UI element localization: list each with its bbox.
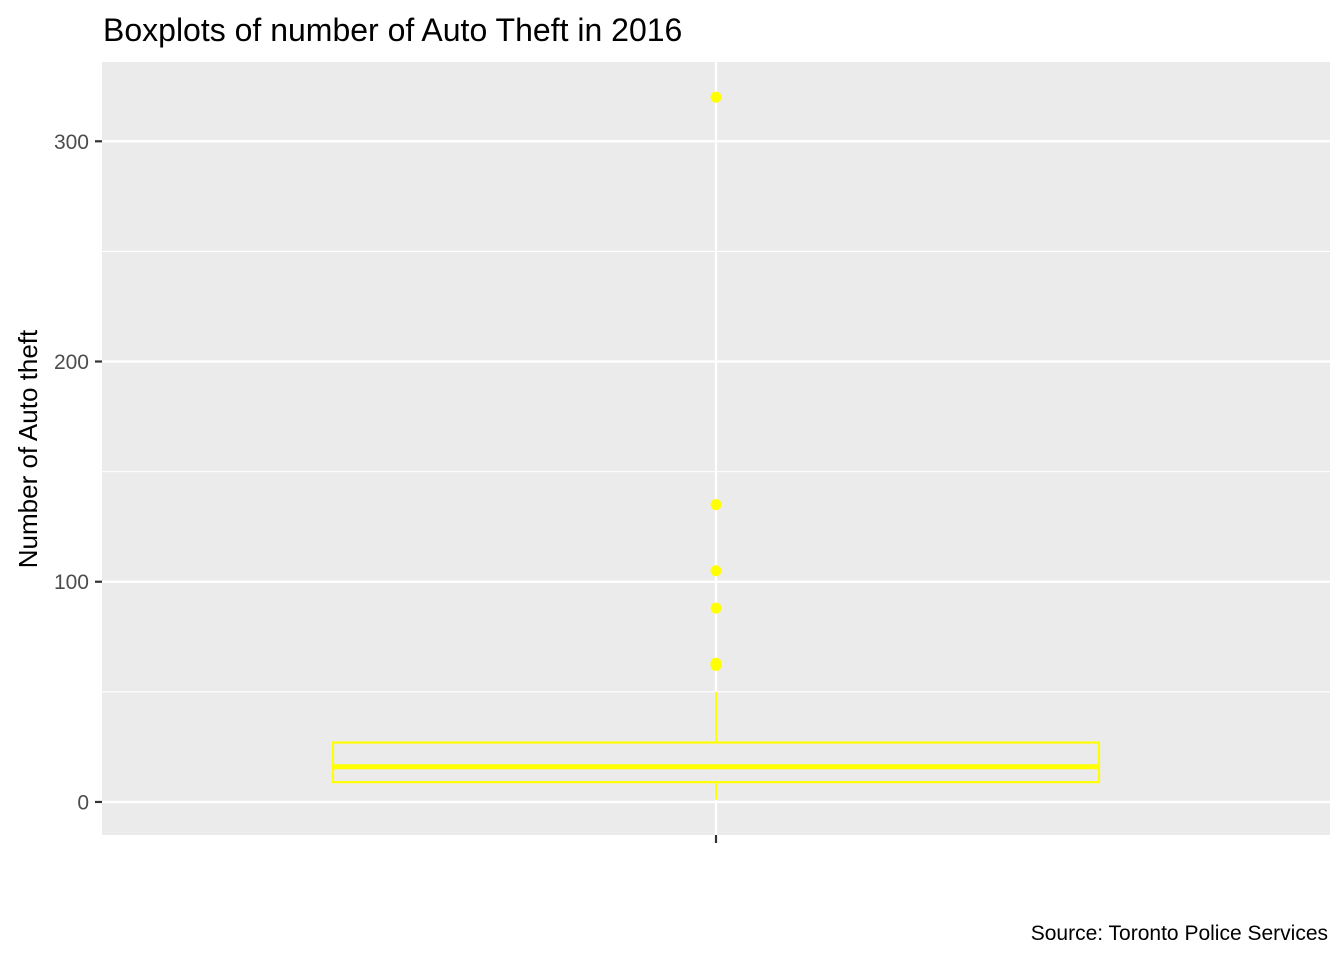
outlier-point-2 [710, 602, 722, 614]
chart-caption: Source: Toronto Police Services [1031, 922, 1328, 945]
outlier-point-1 [710, 657, 722, 669]
outlier-point-4 [710, 499, 722, 511]
grid-lines [102, 62, 1330, 835]
y-axis: 0 100 200 300 [54, 131, 102, 814]
iqr-box [331, 741, 1101, 784]
outlier-point-3 [710, 565, 722, 577]
outlier-points [710, 91, 722, 671]
y-tick-label-300: 300 [54, 131, 89, 154]
y-tick-label-200: 200 [54, 351, 89, 374]
outlier-point-5 [710, 91, 722, 103]
chart-title: Boxplots of number of Auto Theft in 2016 [103, 12, 682, 48]
box-group [331, 691, 1101, 800]
y-tick-label-100: 100 [54, 571, 89, 594]
y-axis-label: Number of Auto theft [13, 329, 43, 568]
y-tick-label-0: 0 [77, 791, 89, 814]
